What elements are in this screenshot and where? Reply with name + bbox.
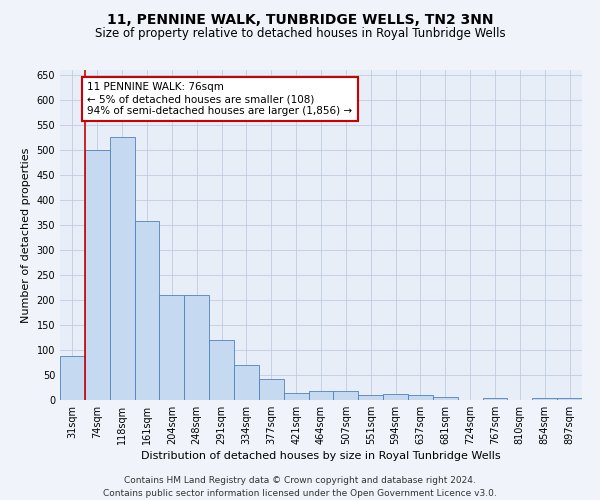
Bar	[532, 398, 557, 400]
Bar	[334, 391, 358, 400]
Bar	[408, 395, 433, 400]
Bar	[209, 340, 234, 400]
Bar	[60, 356, 85, 400]
X-axis label: Distribution of detached houses by size in Royal Tunbridge Wells: Distribution of detached houses by size …	[141, 451, 501, 461]
Bar	[308, 391, 334, 400]
Bar	[284, 392, 308, 400]
Bar	[358, 395, 383, 400]
Bar	[134, 221, 160, 400]
Bar	[557, 398, 582, 400]
Bar	[482, 398, 508, 400]
Bar	[110, 136, 134, 400]
Text: Contains HM Land Registry data © Crown copyright and database right 2024.
Contai: Contains HM Land Registry data © Crown c…	[103, 476, 497, 498]
Bar	[160, 294, 184, 400]
Bar	[85, 150, 110, 400]
Bar	[184, 294, 209, 400]
Text: Size of property relative to detached houses in Royal Tunbridge Wells: Size of property relative to detached ho…	[95, 28, 505, 40]
Text: 11 PENNINE WALK: 76sqm
← 5% of detached houses are smaller (108)
94% of semi-det: 11 PENNINE WALK: 76sqm ← 5% of detached …	[88, 82, 352, 116]
Text: 11, PENNINE WALK, TUNBRIDGE WELLS, TN2 3NN: 11, PENNINE WALK, TUNBRIDGE WELLS, TN2 3…	[107, 12, 493, 26]
Bar	[259, 379, 284, 400]
Y-axis label: Number of detached properties: Number of detached properties	[21, 148, 31, 322]
Bar	[433, 397, 458, 400]
Bar	[234, 365, 259, 400]
Bar	[383, 394, 408, 400]
